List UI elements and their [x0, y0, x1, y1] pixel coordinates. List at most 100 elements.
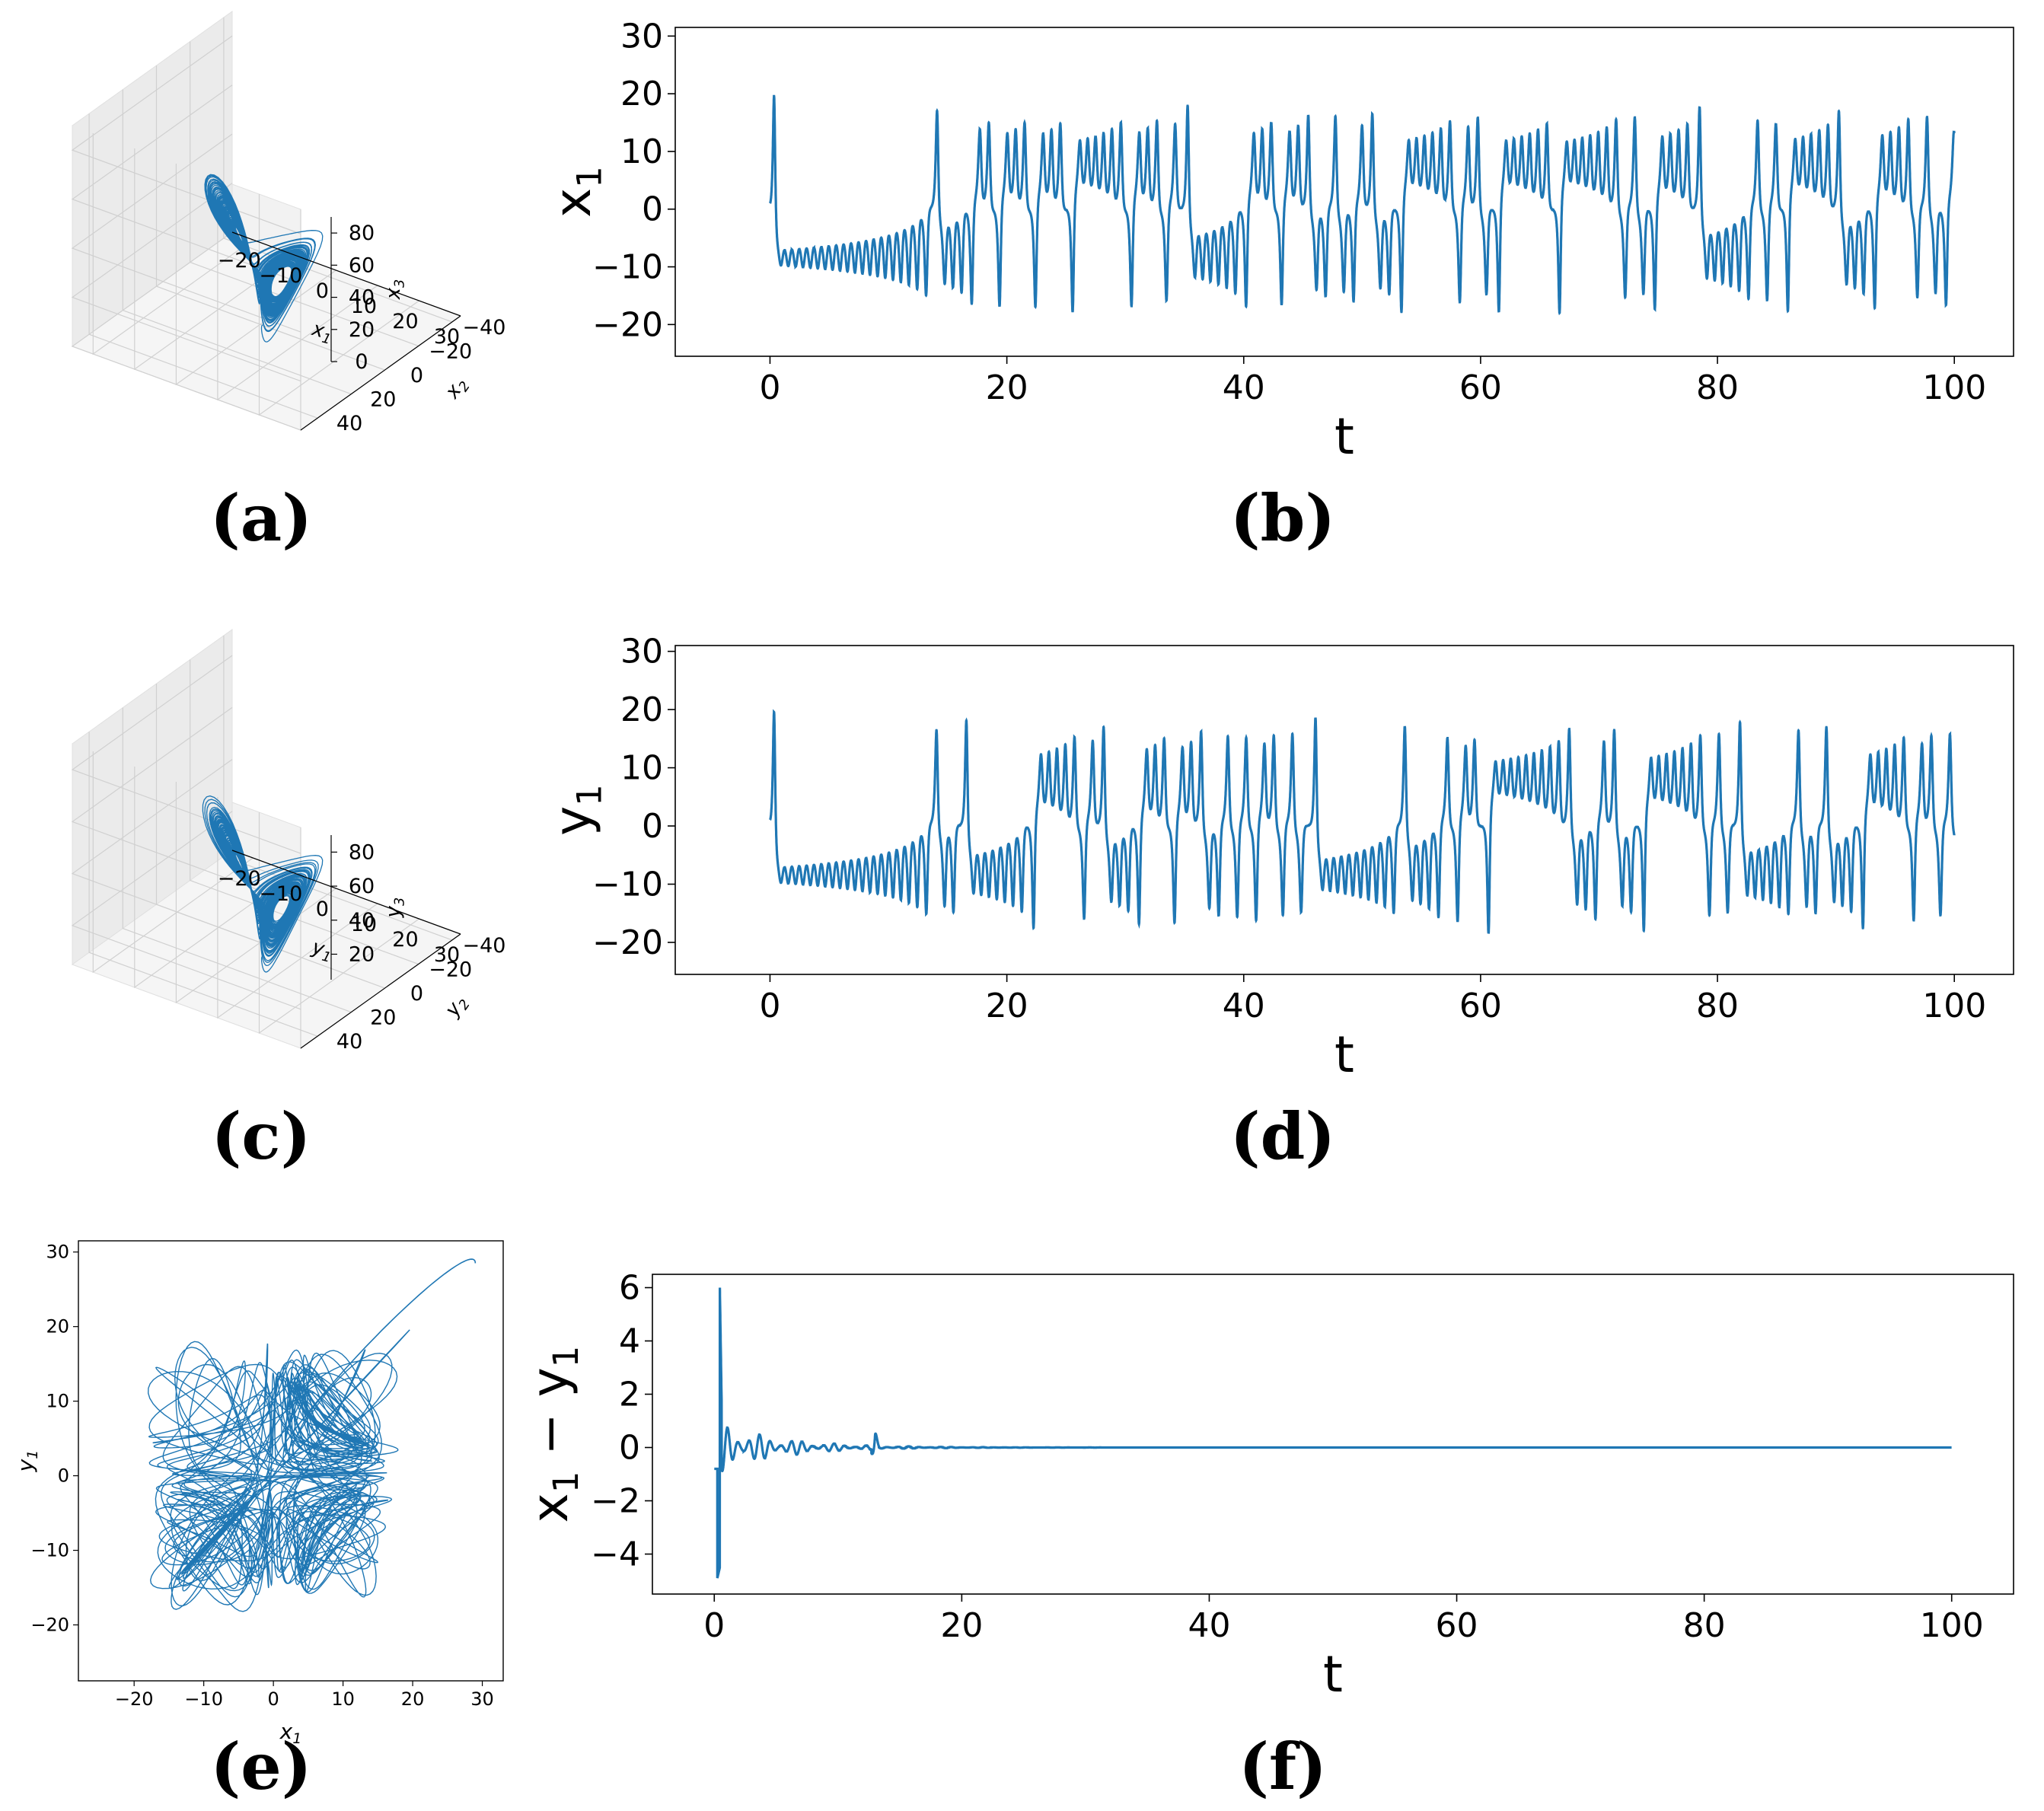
x-tick-label: −20: [218, 249, 261, 273]
y-tick-label: 6: [619, 1269, 640, 1308]
x-tick-label: −20: [115, 1688, 154, 1710]
x-tick-label: 20: [986, 987, 1028, 1025]
z-tick-label: 40: [349, 286, 375, 310]
z-tick-label: 20: [349, 318, 375, 342]
panel-label: (f): [1239, 1729, 1327, 1804]
series-line: [769, 94, 1956, 316]
panel-label: (d): [1230, 1098, 1335, 1174]
z-tick-label: 60: [349, 253, 375, 277]
panel-label: (e): [211, 1729, 312, 1804]
x-tick-label: 0: [316, 279, 329, 303]
x-tick-label: 60: [1459, 368, 1502, 407]
plot-frame: [652, 1274, 2014, 1595]
x-tick-label: 10: [351, 295, 377, 318]
x-tick-label: 20: [986, 368, 1028, 407]
y-axis-label: y2: [440, 991, 473, 1023]
z-axis-label: y3: [382, 898, 408, 919]
y-tick-label: −20: [592, 923, 663, 962]
x-axis-label: t: [1323, 1645, 1343, 1704]
grid-line: [88, 732, 318, 1037]
y-tick-label: 10: [620, 132, 663, 171]
grid-line: [258, 812, 419, 1035]
svg-text:y1: y1: [544, 784, 610, 836]
x-axis-line: [231, 231, 461, 317]
chart-d: 0 20 40 60 80 100 −20 −10 0 10 20 30 t y1: [544, 633, 2014, 1084]
x-tick-label: 30: [434, 943, 460, 967]
grid-line: [71, 183, 301, 382]
grid-line: [71, 811, 301, 1010]
plot-frame: [674, 645, 2014, 975]
x-tick-label: 30: [470, 1688, 494, 1710]
chart-f: 0 20 40 60 80 100 −4 −2 0 2 4 6 t x1 − y1: [521, 1269, 2014, 1704]
y-tick-label: −10: [592, 248, 663, 287]
x-axis-line: [231, 850, 461, 935]
svg-text:x1 − y1: x1 − y1: [521, 1346, 586, 1523]
y-axis-label: x1: [544, 166, 610, 218]
grid-line: [71, 231, 301, 431]
series-line: [147, 1329, 410, 1612]
panel-label: (c): [212, 1098, 311, 1174]
x-tick-label: 60: [1436, 1606, 1478, 1645]
z-tick-label: 40: [349, 909, 375, 933]
y-tick-label: 40: [336, 1030, 362, 1054]
x-tick-label: 10: [351, 913, 377, 936]
chart-b: 0 20 40 60 80 100 −20 −10 0 10 20 30 t x1: [544, 17, 2014, 466]
z-tick-label: 60: [349, 875, 375, 898]
y-tick-label: 30: [620, 633, 663, 671]
grid-line: [134, 767, 295, 989]
svg-text:y3: y3: [382, 898, 408, 919]
plot-frame: [674, 27, 2014, 357]
grid-line: [190, 659, 419, 965]
y-axis-line: [300, 315, 461, 431]
y-tick-label: −2: [591, 1482, 640, 1521]
x-tick-label: 100: [1920, 1606, 1984, 1645]
chart-e: −20 −10 0 10 20 30 −20 −10 0 10 20 30 x1 y1: [13, 1240, 504, 1747]
y-tick-label: 40: [336, 412, 362, 435]
z-tick-label: 0: [355, 350, 368, 374]
grid-line: [71, 133, 301, 333]
x-tick-label: 40: [1188, 1606, 1230, 1645]
z-tick-label: 80: [349, 840, 375, 864]
svg-text:x1: x1: [544, 166, 610, 218]
x-axis-label: t: [1334, 407, 1354, 466]
x-tick-label: 0: [759, 987, 780, 1025]
y-tick-label: 2: [619, 1376, 640, 1414]
y-tick-label: 10: [620, 749, 663, 788]
x-tick-label: 80: [1683, 1606, 1726, 1645]
x-tick-label: 0: [759, 368, 780, 407]
y-tick-label: −20: [429, 340, 472, 363]
x-tick-label: 20: [392, 310, 418, 333]
y-tick-label: −10: [592, 865, 663, 904]
x-tick-label: 100: [1922, 368, 1986, 407]
y-tick-label: 20: [370, 388, 396, 412]
grid-line: [122, 707, 352, 1013]
y-tick-label: 20: [46, 1316, 69, 1338]
grid-line: [71, 706, 301, 906]
y-tick-label: 20: [620, 690, 663, 729]
y-tick-label: 30: [46, 1242, 69, 1263]
x-tick-label: 60: [1459, 987, 1502, 1025]
y-tick-label: −10: [30, 1540, 69, 1561]
x-axis-label: t: [1334, 1025, 1354, 1084]
y-axis-label: y1: [544, 784, 610, 836]
y-tick-label: 30: [620, 17, 663, 56]
y-tick-label: 0: [410, 364, 423, 387]
series-line: [769, 709, 1956, 934]
y-tick-label: −20: [30, 1615, 69, 1636]
x-tick-label: −20: [218, 867, 261, 891]
y-tick-label: 0: [58, 1465, 69, 1487]
series-line: [714, 1287, 1952, 1579]
y-tick-label: −4: [591, 1535, 640, 1574]
x-tick-label: −10: [259, 882, 302, 906]
panel-label: (a): [210, 480, 312, 556]
z-tick-label: 80: [349, 222, 375, 245]
plot-frame: [78, 1240, 504, 1682]
svg-text:y2: y2: [440, 991, 473, 1023]
y-axis-label: y1: [13, 1450, 41, 1473]
grid-line: [71, 84, 301, 284]
x-tick-label: 100: [1922, 987, 1986, 1025]
svg-text:x3: x3: [382, 279, 408, 301]
x-tick-label: 40: [1223, 987, 1265, 1025]
